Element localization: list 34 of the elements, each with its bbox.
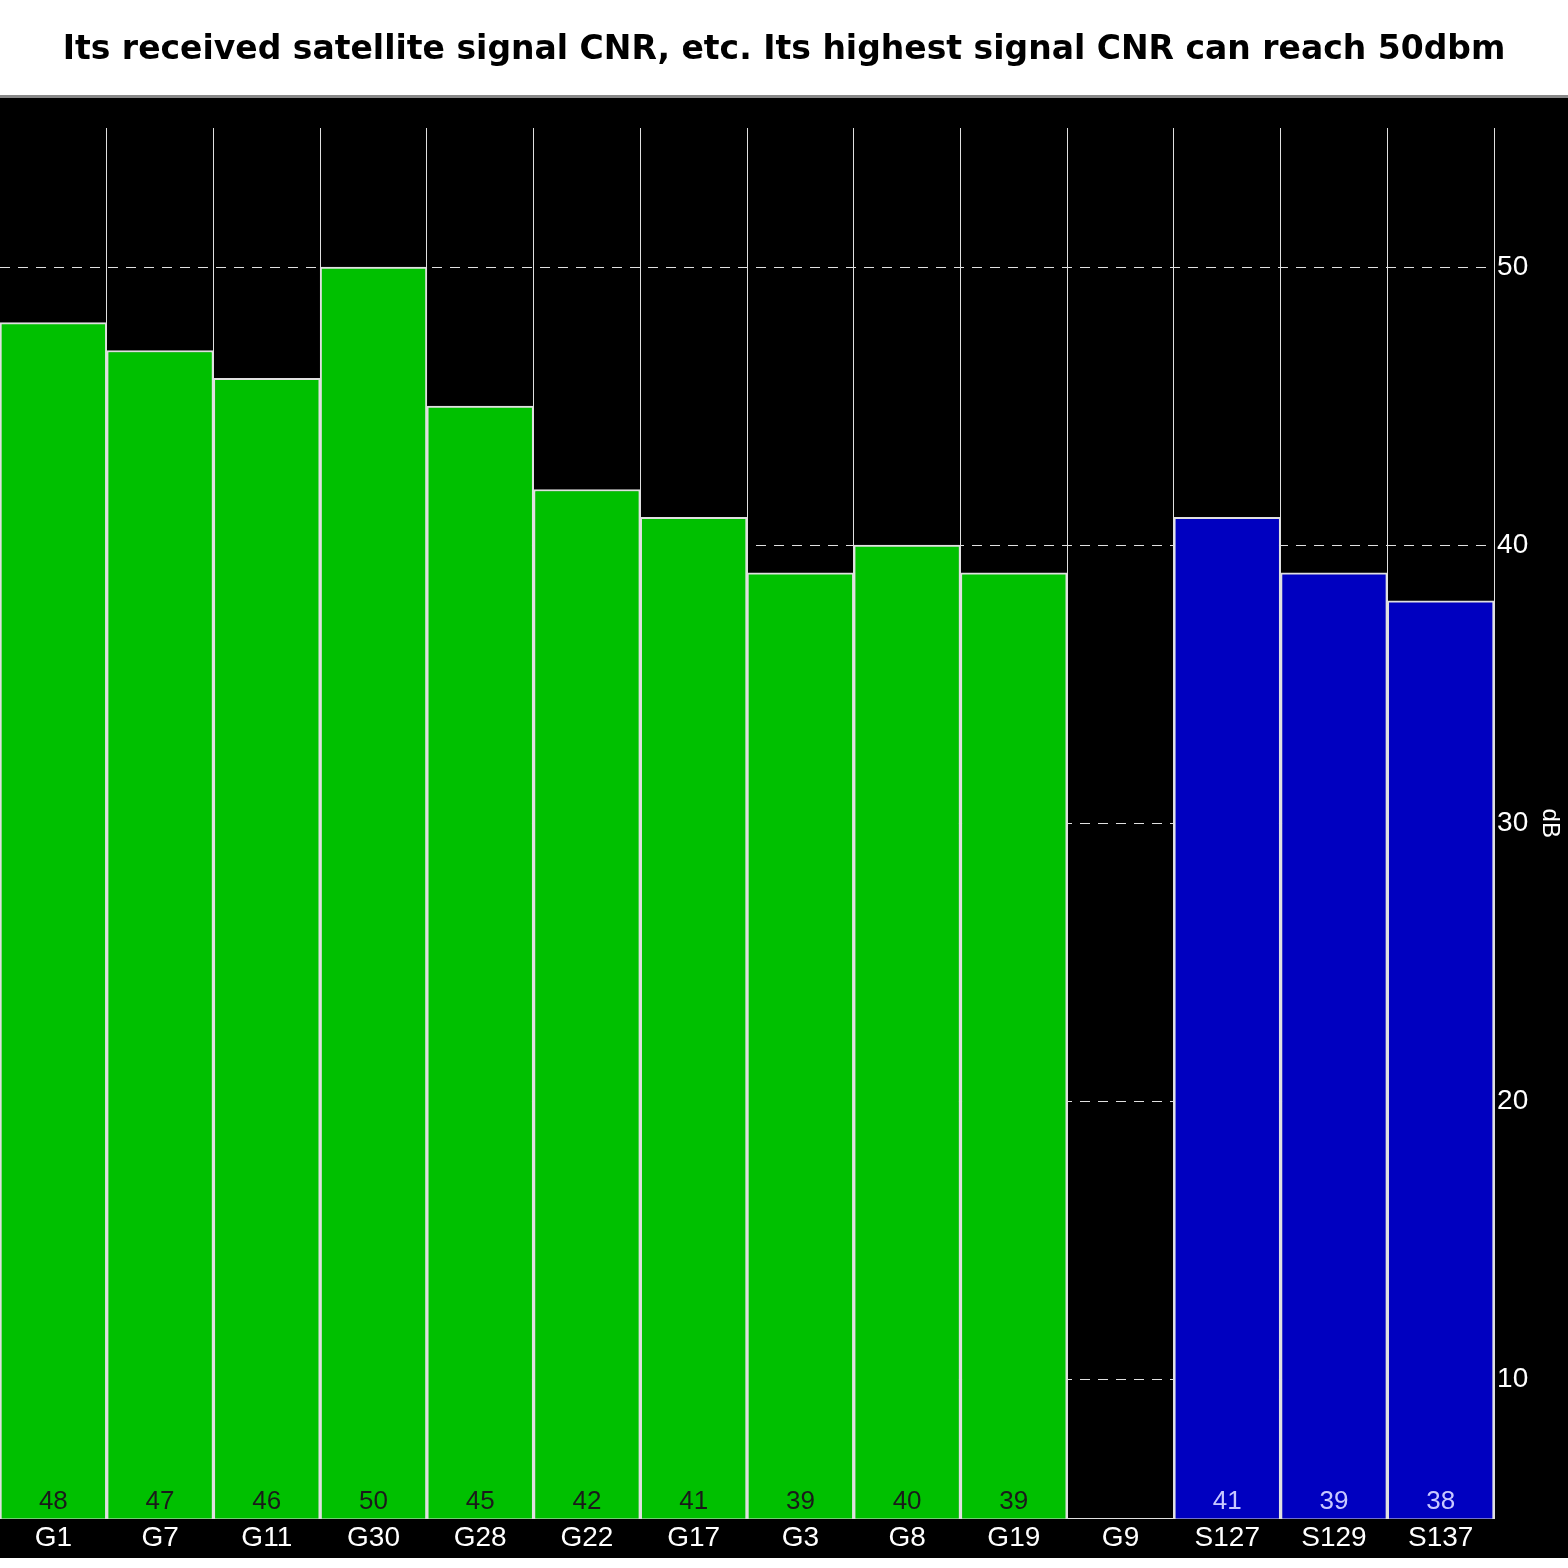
x-tick-label: G28: [453, 1520, 507, 1552]
data-label: 48: [38, 1484, 68, 1515]
data-label: 38: [1426, 1484, 1456, 1515]
y-tick-label: 50: [1497, 249, 1529, 281]
data-label: 39: [1319, 1484, 1349, 1515]
x-tick-label: G11: [241, 1520, 293, 1552]
x-tick-label: G30: [347, 1520, 400, 1552]
y-tick-label: 40: [1497, 527, 1529, 559]
chart-title: Its received satellite signal CNR, etc. Its highest signal CNR can reach 50dbm: [0, 0, 1568, 98]
data-label: 47: [145, 1484, 175, 1515]
x-tick-label: G22: [560, 1520, 614, 1552]
x-tick-label: S127: [1194, 1520, 1260, 1552]
x-tick-label: G17: [667, 1520, 721, 1552]
data-label: 41: [1212, 1484, 1242, 1515]
x-tick-label: G3: [781, 1520, 820, 1552]
x-tick-label: G7: [141, 1520, 179, 1552]
y-tick-label: 30: [1497, 805, 1529, 837]
data-label: 41: [679, 1484, 709, 1515]
x-tick-label: G19: [987, 1520, 1041, 1552]
data-label: 50: [359, 1484, 388, 1515]
y-axis-title: dB: [1537, 808, 1565, 838]
x-tick-label: G9: [1101, 1520, 1140, 1552]
x-tick-label: G8: [888, 1520, 926, 1552]
data-label: 40: [892, 1484, 922, 1515]
data-label: 39: [785, 1484, 815, 1515]
data-label: 45: [465, 1484, 495, 1515]
x-tick-label: S137: [1407, 1520, 1474, 1552]
data-label: 46: [252, 1484, 282, 1515]
data-label: 39: [999, 1484, 1029, 1515]
x-tick-label: G1: [34, 1520, 73, 1552]
data-label: 42: [572, 1484, 602, 1515]
x-tick-label: S129: [1301, 1520, 1367, 1552]
y-tick-label: 20: [1497, 1084, 1529, 1115]
y-tick-label: 10: [1497, 1362, 1529, 1394]
